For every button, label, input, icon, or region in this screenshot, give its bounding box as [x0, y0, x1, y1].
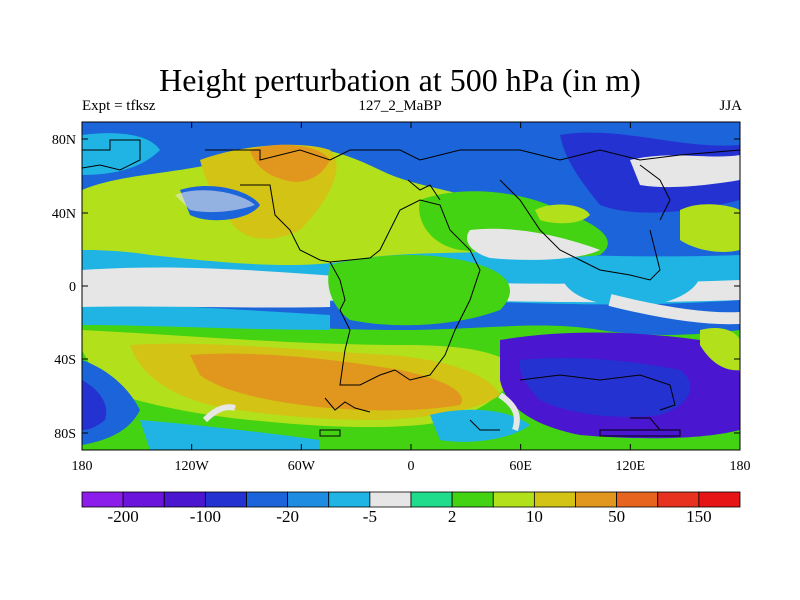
y-tick-label: 40N — [52, 207, 76, 222]
colorbar-swatch — [204, 491, 247, 508]
y-axis: 80N 40N 0 40S 80S — [52, 133, 740, 442]
colorbar-label: -5 — [362, 507, 377, 526]
y-tick-label: 80N — [52, 133, 76, 148]
colorbar-swatch — [81, 491, 124, 508]
colorbar-swatch — [451, 491, 494, 508]
x-tick-label: 120E — [616, 459, 646, 474]
colorbar-swatch — [492, 491, 535, 508]
x-axis: 180 120W 60W 0 60E 120E 180 — [72, 122, 751, 474]
x-tick-label: 60W — [288, 459, 316, 474]
colorbar-swatch — [287, 491, 330, 508]
colorbar-label: 150 — [686, 507, 712, 526]
colorbar-label: 2 — [447, 507, 457, 526]
x-tick-label: 180 — [72, 459, 93, 474]
colorbar-swatch — [369, 491, 412, 508]
colorbar-label: -200 — [107, 507, 139, 526]
coastlines — [82, 139, 740, 437]
y-tick-label: 0 — [69, 280, 76, 295]
colorbar — [81, 491, 741, 508]
colorbar-swatch — [328, 491, 371, 508]
x-tick-label: 180 — [730, 459, 751, 474]
y-tick-label: 80S — [54, 427, 76, 442]
colorbar-swatch — [533, 491, 576, 508]
colorbar-label: 50 — [608, 507, 626, 526]
colorbar-swatch — [122, 491, 165, 508]
colorbar-swatch — [163, 491, 206, 508]
colorbar-swatch — [698, 491, 741, 508]
map-title: Height perturbation at 500 hPa (in m) — [159, 62, 641, 98]
x-tick-label: 60E — [509, 459, 532, 474]
contour-field — [82, 122, 740, 450]
colorbar-label: -100 — [189, 507, 221, 526]
run-label: 127_2_MaBP — [358, 98, 442, 114]
y-tick-label: 40S — [54, 353, 76, 368]
season-label: JJA — [719, 98, 742, 114]
x-tick-label: 0 — [408, 459, 415, 474]
colorbar-swatch — [657, 491, 700, 508]
colorbar-swatch — [575, 491, 618, 508]
colorbar-swatch — [246, 491, 289, 508]
colorbar-label: -20 — [276, 507, 299, 526]
experiment-label: Expt = tfksz — [82, 98, 156, 114]
colorbar-label: 10 — [525, 507, 543, 526]
colorbar-swatch — [410, 491, 453, 508]
x-tick-label: 120W — [175, 459, 210, 474]
colorbar-swatch — [616, 491, 659, 508]
